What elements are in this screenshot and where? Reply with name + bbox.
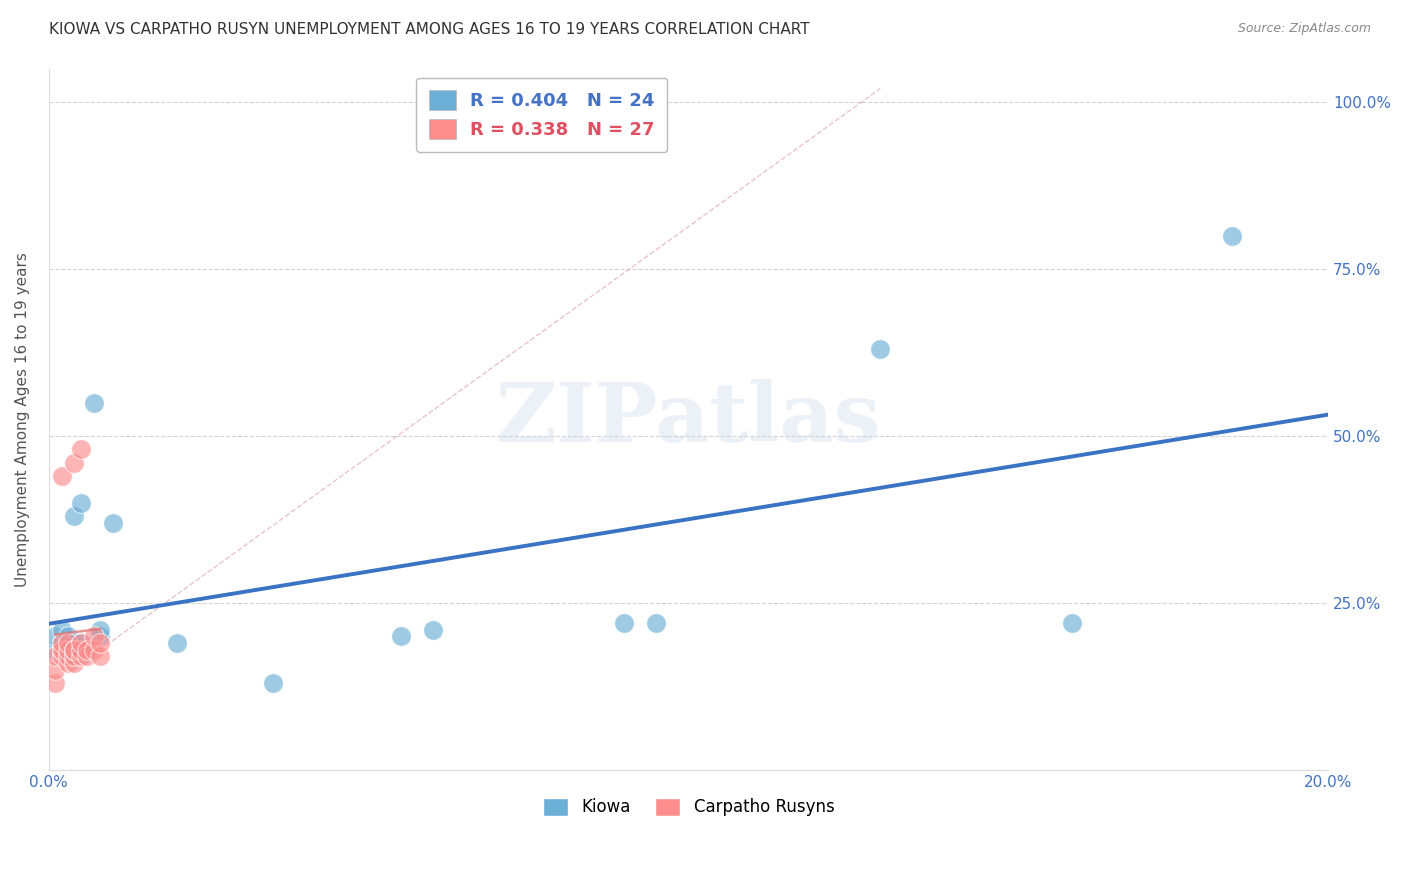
Point: [63, 649, 86, 664]
Point: [51, 642, 73, 657]
Point: [44, 663, 66, 677]
Point: [63, 642, 86, 657]
Point: [69, 442, 91, 457]
Point: [422, 623, 444, 637]
Point: [76, 642, 98, 657]
Point: [262, 676, 284, 690]
Point: [69, 636, 91, 650]
Point: [51, 636, 73, 650]
Text: KIOWA VS CARPATHO RUSYN UNEMPLOYMENT AMONG AGES 16 TO 19 YEARS CORRELATION CHART: KIOWA VS CARPATHO RUSYN UNEMPLOYMENT AMO…: [49, 22, 810, 37]
Point: [69, 649, 91, 664]
Point: [51, 642, 73, 657]
Point: [89, 636, 111, 650]
Point: [83, 629, 105, 643]
Point: [101, 516, 124, 530]
Point: [63, 636, 86, 650]
Point: [83, 395, 105, 409]
Point: [44, 676, 66, 690]
Point: [69, 642, 91, 657]
Point: [389, 629, 412, 643]
Point: [51, 469, 73, 483]
Point: [56, 636, 79, 650]
Point: [645, 615, 668, 630]
Legend: Kiowa, Carpatho Rusyns: Kiowa, Carpatho Rusyns: [534, 789, 842, 825]
Y-axis label: Unemployment Among Ages 16 to 19 years: Unemployment Among Ages 16 to 19 years: [15, 252, 30, 587]
Point: [613, 615, 636, 630]
Point: [869, 342, 891, 356]
Point: [63, 656, 86, 670]
Point: [56, 629, 79, 643]
Point: [63, 456, 86, 470]
Point: [44, 642, 66, 657]
Point: [76, 649, 98, 664]
Point: [51, 649, 73, 664]
Point: [51, 636, 73, 650]
Text: Source: ZipAtlas.com: Source: ZipAtlas.com: [1237, 22, 1371, 36]
Point: [56, 636, 79, 650]
Point: [1062, 615, 1084, 630]
Point: [89, 629, 111, 643]
Point: [89, 649, 111, 664]
Point: [63, 509, 86, 524]
Text: ZIPatlas: ZIPatlas: [496, 379, 882, 459]
Point: [56, 649, 79, 664]
Point: [69, 636, 91, 650]
Point: [69, 496, 91, 510]
Point: [166, 636, 188, 650]
Point: [63, 642, 86, 657]
Point: [56, 642, 79, 657]
Point: [44, 629, 66, 643]
Point: [83, 642, 105, 657]
Point: [44, 649, 66, 664]
Point: [51, 623, 73, 637]
Point: [1220, 228, 1243, 243]
Point: [89, 623, 111, 637]
Point: [76, 642, 98, 657]
Point: [56, 656, 79, 670]
